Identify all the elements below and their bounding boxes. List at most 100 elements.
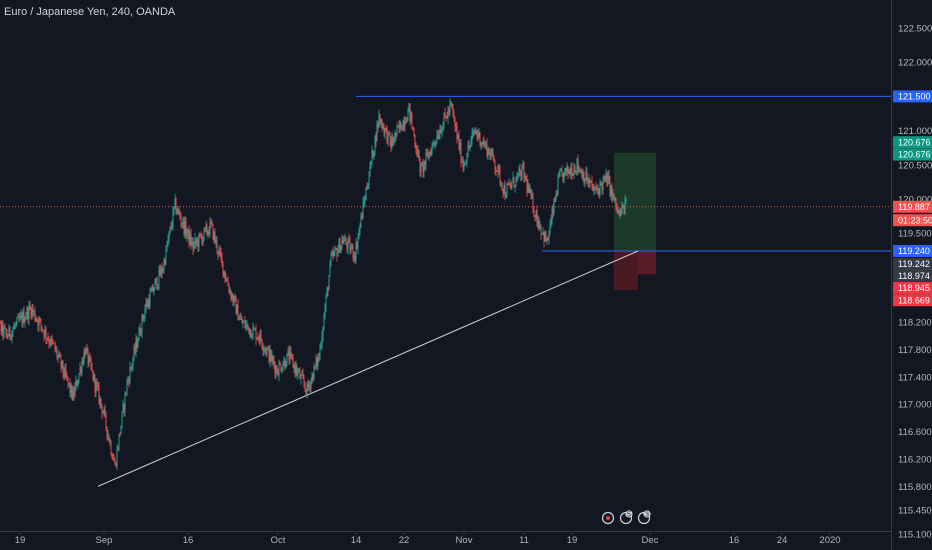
candle-up [364, 199, 366, 202]
candle-up [11, 331, 13, 339]
candle-down [390, 140, 392, 149]
candle-up [560, 170, 562, 172]
candle-down [601, 184, 603, 190]
candle-up [160, 267, 162, 276]
candle-down [307, 383, 309, 388]
candle-up [320, 346, 322, 348]
candle-down [36, 319, 38, 321]
candle-down [119, 434, 121, 436]
candle-up [469, 145, 471, 148]
candle-up [429, 151, 431, 153]
candle-down [577, 158, 579, 170]
candle-up [79, 367, 81, 374]
candle-down [4, 327, 6, 329]
candle-up [517, 173, 519, 176]
candle-up [527, 185, 529, 191]
candle-up [463, 164, 465, 168]
candle-down [227, 280, 229, 287]
candle-up [612, 193, 614, 197]
candle-up [578, 168, 580, 170]
candle-up [376, 123, 378, 142]
candle-down [134, 347, 136, 352]
candle-up [518, 168, 520, 174]
candle-up [176, 212, 178, 214]
candle-up [459, 142, 461, 150]
candle-up [207, 231, 209, 234]
candle-up [169, 227, 171, 232]
candle-up [285, 366, 287, 368]
candle-down [335, 248, 337, 250]
price-tag [893, 90, 932, 103]
candle-up [8, 326, 10, 337]
candle-up [487, 148, 489, 157]
candle-up [124, 393, 126, 411]
candle-down [525, 176, 527, 180]
price-tag [893, 244, 932, 257]
candle-down [225, 278, 227, 282]
candle-down [339, 240, 341, 253]
candle-up [421, 164, 423, 166]
candle-down [352, 246, 354, 258]
price-tag-label: 01:23:50 [898, 215, 932, 225]
candle-down [284, 359, 286, 368]
candle-down [401, 129, 403, 131]
candle-up [434, 142, 436, 144]
candle-down [192, 241, 194, 250]
candle-up [173, 207, 175, 211]
candle-up [120, 425, 122, 435]
candle-up [38, 319, 40, 327]
candle-down [540, 225, 542, 234]
candle-down [0, 323, 2, 332]
candle-down [456, 126, 458, 139]
candle-down [130, 367, 132, 369]
candle-down [620, 210, 622, 214]
price-axis-tick-label: 115.100 [898, 530, 932, 541]
candle-up [337, 250, 339, 257]
candle-down [386, 128, 388, 143]
candle-down [52, 340, 54, 344]
candle-up [548, 234, 550, 240]
candle-up [118, 434, 120, 450]
candle-down [600, 181, 602, 185]
price-tag [893, 148, 932, 161]
candle-up [263, 349, 265, 351]
candle-up [50, 337, 52, 345]
candle-up [319, 346, 321, 358]
candle-up [438, 135, 440, 139]
candle-down [101, 404, 103, 414]
price-axis-tick-label: 115.450 [898, 506, 932, 517]
candle-down [90, 359, 92, 368]
price-tag [893, 257, 932, 270]
candle-up [344, 237, 346, 241]
price-tag-label: 118.669 [898, 295, 930, 305]
candle-down [304, 384, 306, 389]
candle-down [604, 176, 606, 180]
candle-down [66, 376, 68, 378]
candle-down [453, 113, 455, 119]
candle-up [140, 332, 142, 335]
candle-down [152, 285, 154, 293]
candle-up [99, 398, 101, 403]
candle-down [462, 161, 464, 168]
candle-up [508, 183, 510, 185]
price-tag-label: 120.676 [898, 137, 931, 147]
candle-down [366, 188, 368, 190]
candle-up [371, 150, 373, 163]
candle-down [261, 341, 263, 347]
candle-up [570, 168, 572, 174]
candle-up [544, 233, 546, 242]
candle-up [351, 246, 353, 249]
candle-up [189, 234, 191, 244]
candle-down [148, 300, 150, 307]
candle-up [514, 186, 516, 187]
time-axis-tick-label: 19 [567, 535, 578, 546]
candle-down [265, 348, 267, 354]
candle-down [23, 312, 25, 323]
candle-down [190, 234, 192, 246]
candle-up [308, 385, 310, 388]
candle-down [342, 240, 344, 244]
candle-down [123, 404, 125, 411]
candle-down [583, 172, 585, 183]
candle-up [147, 300, 149, 307]
